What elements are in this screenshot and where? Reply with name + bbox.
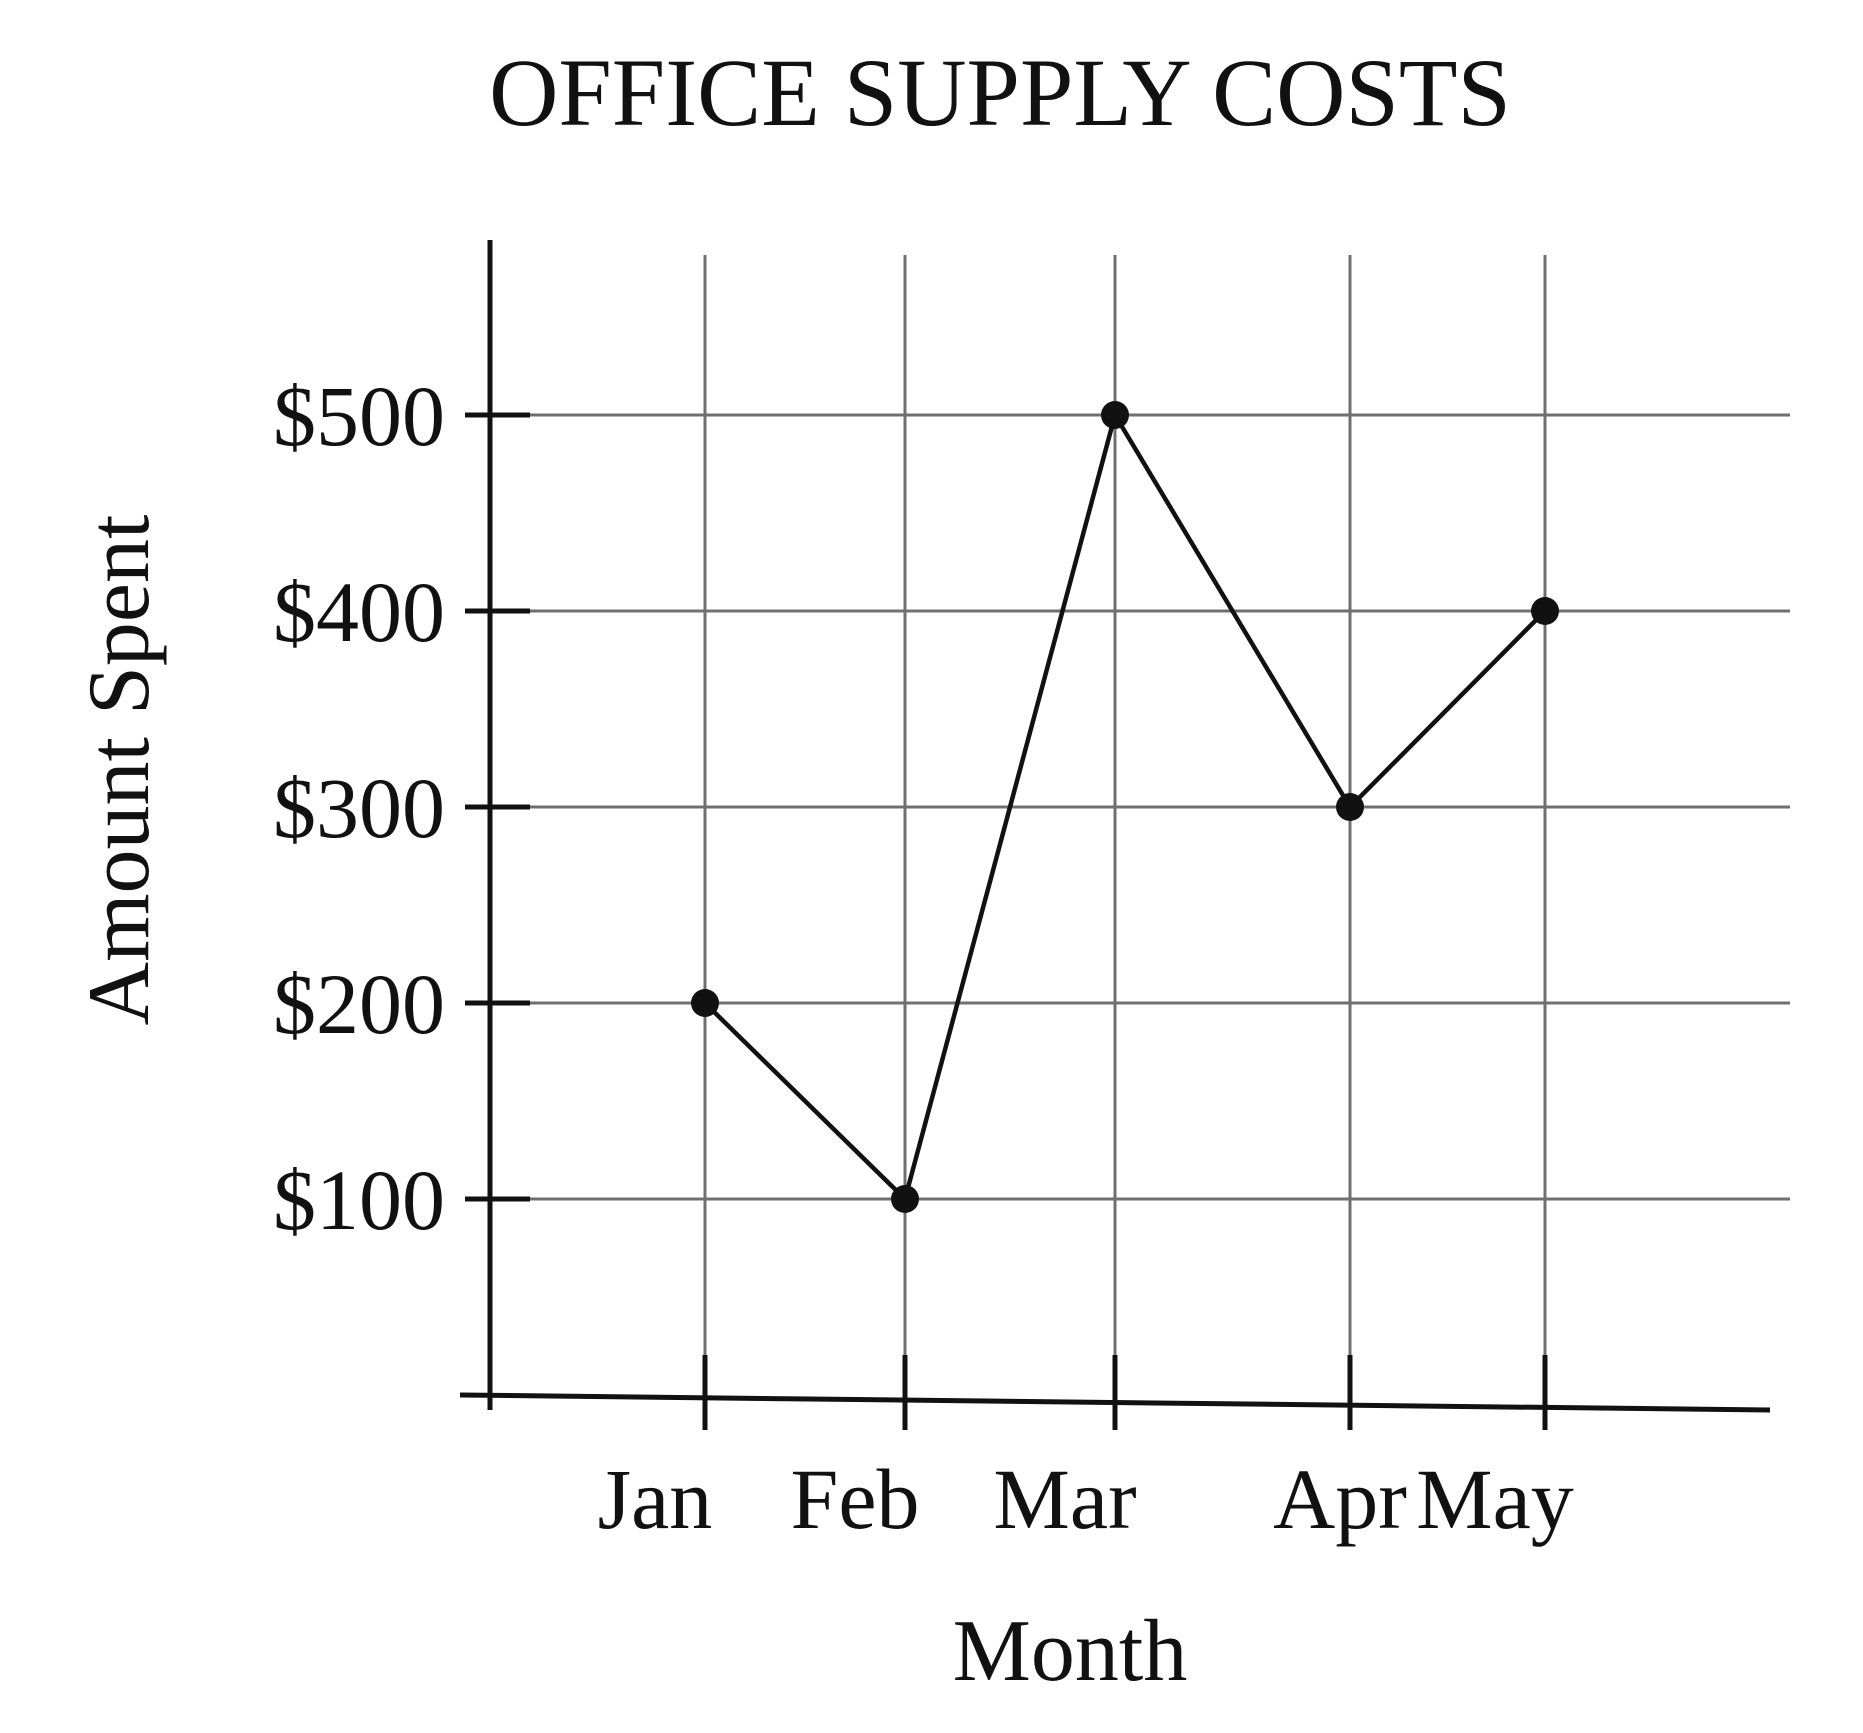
- data-point-may: [1531, 597, 1559, 625]
- x-tick-label-may: May: [1416, 1451, 1574, 1547]
- y-axis-ticks: $100 $200 $300 $400 $500: [273, 368, 530, 1248]
- grid: [490, 255, 1790, 1395]
- x-tick-label-apr: Apr: [1273, 1451, 1407, 1547]
- x-axis-title: Month: [953, 1603, 1188, 1700]
- y-tick-label-500: $500: [273, 368, 445, 464]
- series: [691, 401, 1559, 1213]
- chart-title: OFFICE SUPPLY COSTS: [489, 39, 1511, 146]
- y-tick-label-300: $300: [273, 760, 445, 856]
- y-tick-label-200: $200: [273, 956, 445, 1052]
- x-tick-label-mar: Mar: [993, 1451, 1136, 1547]
- y-tick-label-100: $100: [273, 1152, 445, 1248]
- x-tick-label-feb: Feb: [791, 1451, 920, 1547]
- x-axis-ticks: Jan Feb Mar Apr May: [598, 1355, 1574, 1547]
- data-point-feb: [891, 1185, 919, 1213]
- x-tick-label-jan: Jan: [598, 1451, 713, 1547]
- y-axis-title: Amount Spent: [71, 515, 168, 1026]
- data-point-apr: [1336, 793, 1364, 821]
- y-tick-label-400: $400: [273, 564, 445, 660]
- data-point-jan: [691, 989, 719, 1017]
- data-point-mar: [1101, 401, 1129, 429]
